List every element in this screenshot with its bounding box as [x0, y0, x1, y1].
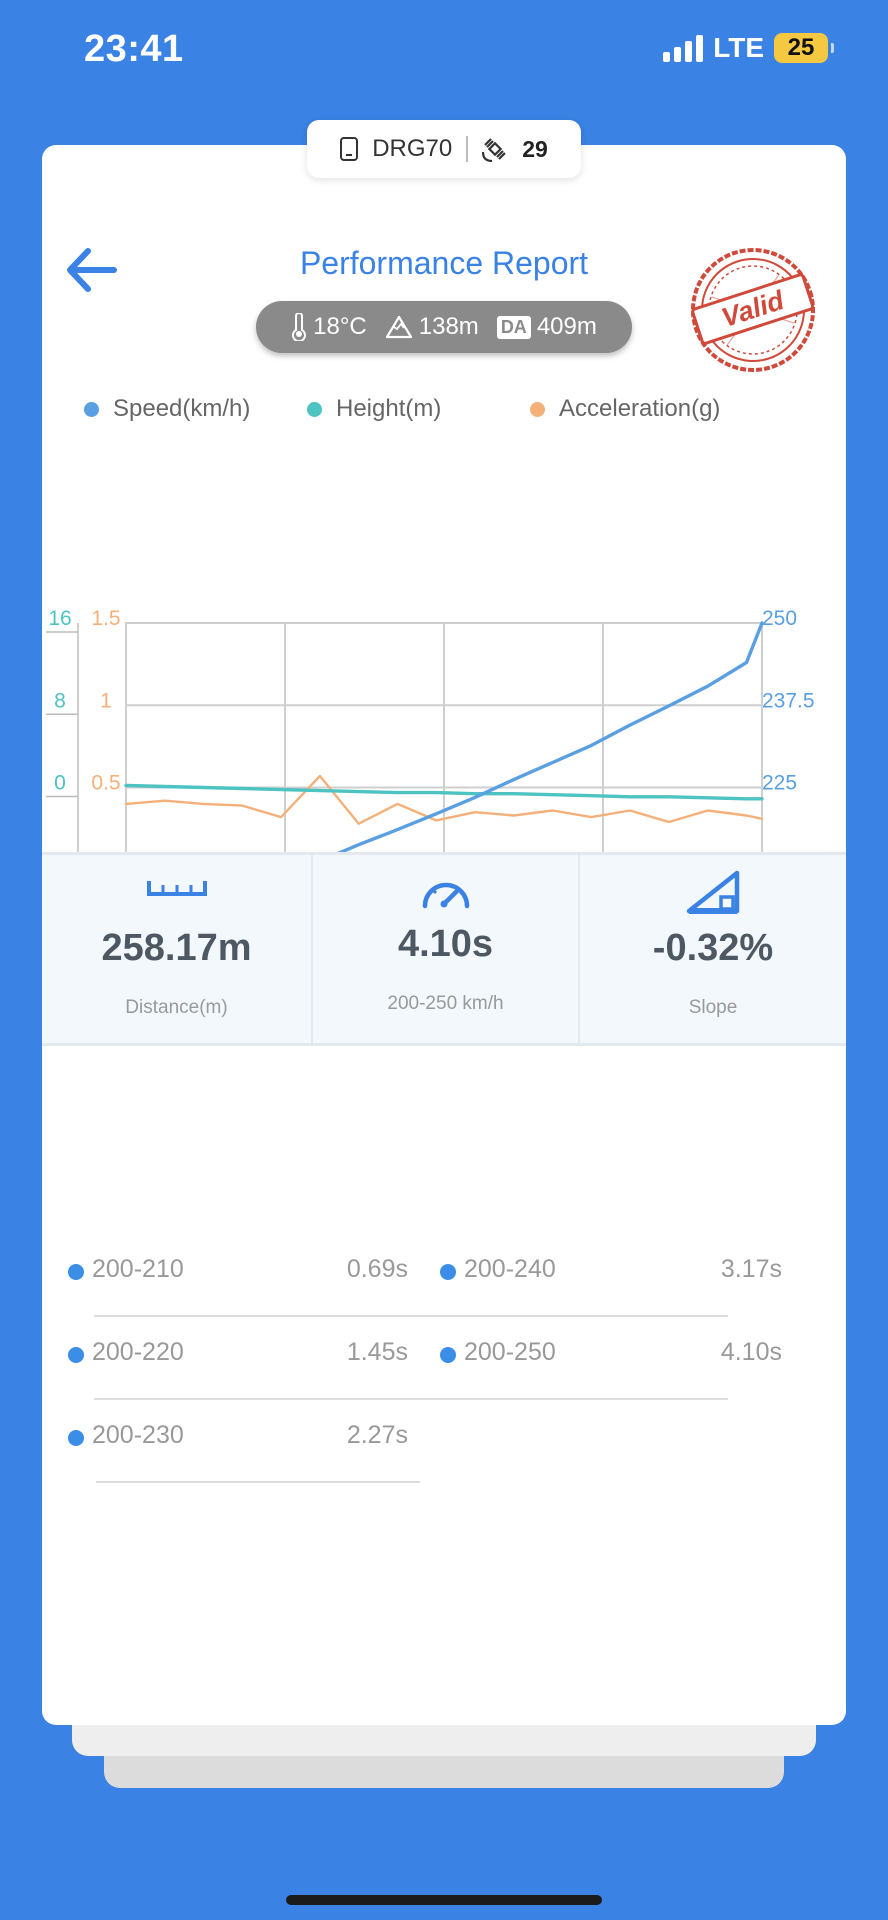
status-time: 23:41: [84, 28, 184, 70]
split-range: 200-250: [464, 1338, 556, 1366]
acceleration-tick-label: 1: [100, 689, 112, 712]
split-range: 200-220: [92, 1338, 184, 1366]
split-dot: [440, 1347, 456, 1363]
speed-tick-label: 250: [762, 607, 797, 630]
split-divider: [94, 1315, 728, 1317]
split-time: 2.27s: [346, 1421, 408, 1449]
device-icon: [340, 137, 359, 161]
split-dot: [68, 1430, 84, 1446]
signal-icon: [663, 34, 704, 62]
legend-acceleration[interactable]: Acceleration(g): [530, 395, 720, 423]
battery-level: 25: [787, 34, 815, 61]
series-line-acceleration: [124, 774, 764, 825]
split-time: 1.45s: [346, 1338, 408, 1366]
temperature-item: 18°C: [291, 313, 367, 341]
split-divider: [96, 1481, 420, 1483]
satellite-icon: [482, 138, 506, 162]
legend-acceleration-label: Acceleration(g): [559, 395, 721, 422]
split-divider: [94, 1398, 728, 1400]
height-tick-label: 8: [54, 689, 66, 712]
acceleration-tick-label: 1.5: [91, 607, 120, 630]
split-row: 200-250 4.10s: [94, 1334, 782, 1418]
mountain-icon: [385, 315, 412, 339]
legend-speed-dot: [84, 401, 99, 417]
da-badge: DA: [496, 315, 531, 339]
status-bar: 23:41 LTE 25: [0, 0, 888, 100]
speed-tick-label: 237.5: [762, 689, 815, 712]
report-card: Performance Report 18°C 138m DA 409m: [42, 145, 846, 1725]
legend-acceleration-dot: [530, 401, 545, 417]
legend-height-label: Height(m): [336, 395, 442, 422]
device-name: DRG70: [372, 135, 453, 162]
legend-height[interactable]: Height(m): [307, 395, 441, 423]
legend-speed-label: Speed(km/h): [113, 395, 251, 422]
legend-speed[interactable]: Speed(km/h): [84, 395, 250, 423]
conditions-pill: 18°C 138m DA 409m: [256, 301, 632, 353]
height-tick-label: 0: [54, 772, 66, 795]
split-time: 0.69s: [346, 1255, 408, 1283]
speed-tick-label: 225: [762, 772, 797, 795]
thermometer-icon: [292, 313, 307, 341]
satellite-count: 29: [522, 135, 548, 162]
split-time: 4.10s: [720, 1338, 782, 1366]
density-altitude-value: 409m: [536, 313, 597, 340]
split-range: 200-230: [92, 1421, 184, 1449]
temperature-value: 18°C: [313, 313, 367, 340]
altitude-item: 138m: [385, 313, 479, 341]
ruler-icon: [146, 881, 207, 896]
split-range: 200-240: [464, 1255, 556, 1283]
split-row: 200-220 1.45s: [68, 1334, 420, 1418]
stats-panel: 258.17m Distance(m) 4.10s 200-250 km/h: [42, 852, 846, 1046]
split-row: 200-210 0.69s: [68, 1251, 420, 1335]
split-dot: [440, 1264, 456, 1280]
speedometer-icon: [422, 882, 469, 909]
legend-height-dot: [307, 401, 322, 417]
pill-divider: [466, 136, 469, 162]
device-pill[interactable]: DRG70 29: [307, 120, 581, 178]
home-indicator[interactable]: [286, 1895, 602, 1905]
split-row: 200-230 2.27s: [68, 1417, 420, 1501]
status-indicators: LTE 25: [663, 32, 834, 64]
split-row: 200-240 3.17s: [94, 1251, 782, 1335]
stat-slope: -0.32% Slope: [578, 855, 846, 1043]
split-range: 200-210: [92, 1255, 184, 1283]
density-altitude-item: DA 409m: [496, 313, 597, 341]
network-type: LTE: [713, 32, 764, 63]
chart-legend: Speed(km/h) Height(m) Acceleration(g): [66, 395, 826, 435]
time-label: 200-250 km/h: [387, 993, 504, 1014]
slope-icon: [686, 870, 740, 914]
split-dot: [68, 1264, 84, 1280]
split-dot: [68, 1347, 84, 1363]
split-time: 3.17s: [720, 1255, 782, 1283]
slope-value: -0.32%: [652, 927, 774, 969]
distance-value: 258.17m: [101, 927, 252, 969]
battery-icon: 25: [774, 33, 834, 63]
height-tick-label: 16: [48, 607, 71, 630]
valid-stamp: Valid: [691, 248, 815, 372]
back-arrow-icon[interactable]: [62, 245, 120, 295]
page-title: Performance Report: [299, 245, 589, 281]
distance-label: Distance(m): [125, 997, 228, 1018]
altitude-value: 138m: [418, 313, 479, 340]
stat-distance: 258.17m Distance(m): [42, 855, 311, 1043]
series-line-height: [124, 783, 764, 801]
stat-time: 4.10s 200-250 km/h: [311, 855, 578, 1043]
time-value: 4.10s: [397, 923, 494, 965]
acceleration-tick-label: 0.5: [91, 772, 120, 795]
slope-label: Slope: [688, 997, 738, 1018]
